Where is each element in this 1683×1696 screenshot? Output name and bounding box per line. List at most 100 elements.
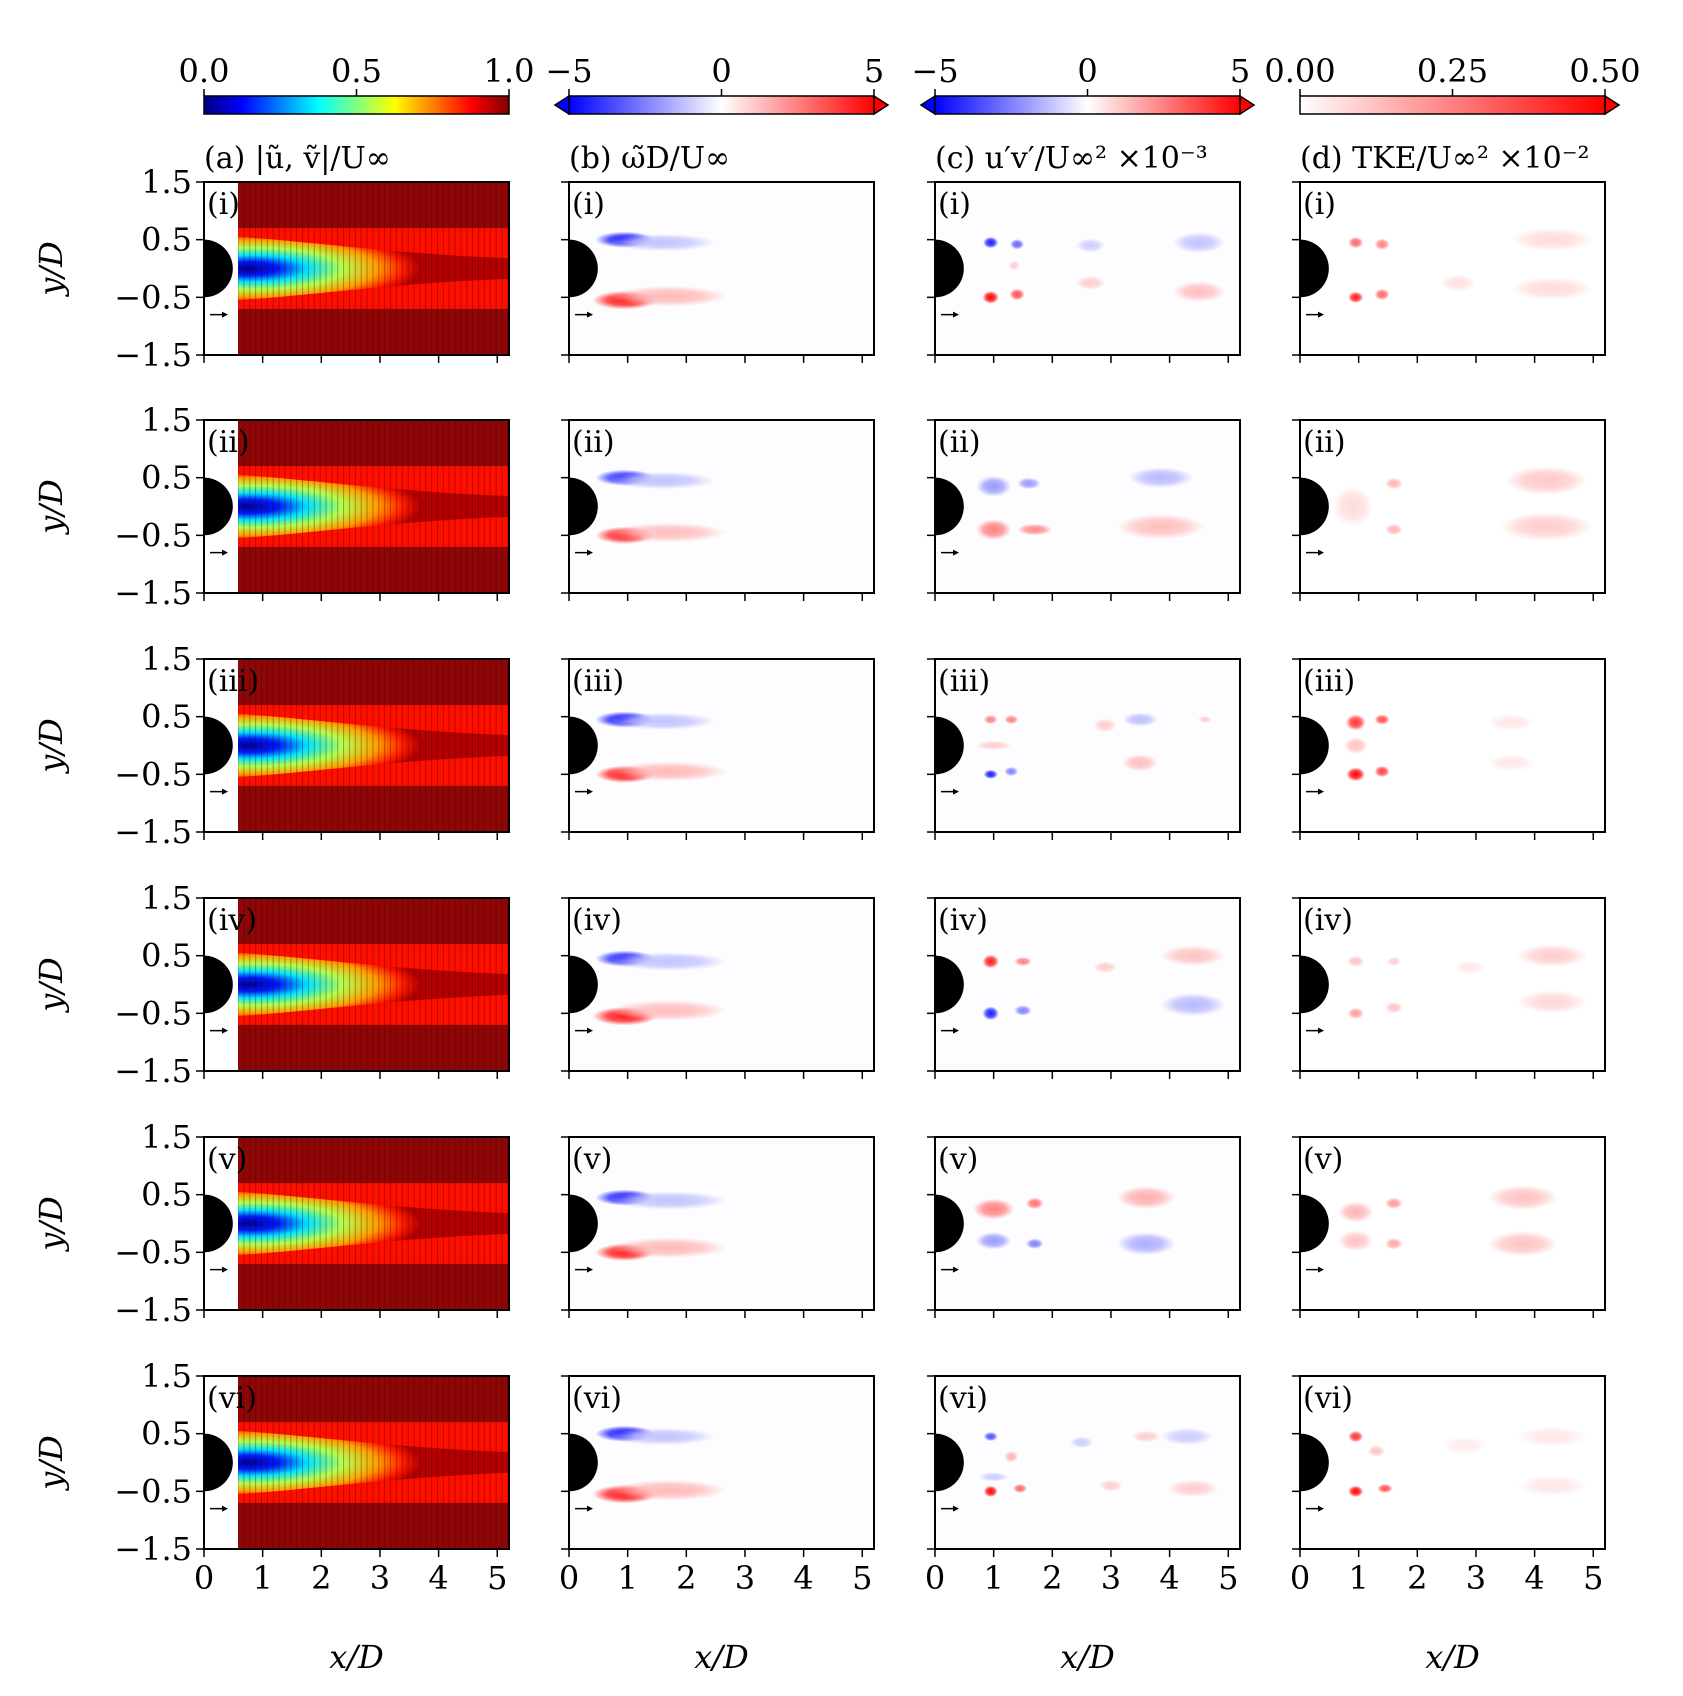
row-label: (iii) [938,664,990,699]
panel-a-3: (iii) 1.5 0.5 −0.5 −1.5 [114,640,510,851]
contour-blob [1348,1430,1364,1443]
contour-blob [1367,1445,1386,1457]
row-label: (v) [207,1142,247,1177]
wake-core [233,1191,509,1256]
row-label: (i) [938,187,971,222]
panel-frame [568,1136,875,1311]
panel-frame [934,1136,1241,1311]
panel-a-2: (ii) 1.5 0.5 −0.5 −1.5 [114,401,510,612]
contour-blob [1166,1479,1220,1498]
contour-blob [1197,716,1212,724]
x-tick-label: 5 [487,1559,507,1597]
contour-blob [1122,712,1158,727]
panel-background [569,420,874,593]
cylinder [569,1194,598,1253]
axis-labels: y/D y/D y/D y/D y/D y/D x/D x/D x/D x/D [32,241,1480,1676]
colorbar-c: −5 0 5 (c) u′v′/U∞² ×10⁻³ [911,52,1256,176]
contour-blob [1338,1230,1374,1252]
contour-blob [1385,477,1403,490]
contour-blob [610,1191,728,1210]
panel-frame [1299,419,1606,594]
contour-blob [610,1427,716,1446]
colorbar-tick-label: 0 [711,52,731,90]
y-axis-label: y/D [32,241,70,298]
contour-blob [1004,766,1019,777]
reference-arrow-head [953,549,959,556]
contour-blob [1505,466,1588,495]
panel-a-5: (v) 1.5 0.5 −0.5 −1.5 [114,1118,510,1329]
panel-frame [203,897,510,1072]
row-label: (ii) [207,425,250,460]
row-label: (iv) [207,903,257,938]
colorbars: 0.0 0.5 1.0 (a) |ũ, ṽ|/U∞ −5 0 5 (b) ω̃D/U∞ −5 0 5… [179,52,1641,176]
contour-blob [610,952,728,971]
contour-blob [1004,714,1019,725]
x-tick-label: 2 [1407,1559,1427,1597]
colorbar-tick-label: 0.50 [1569,52,1640,90]
x-tick-label: 2 [1042,1559,1062,1597]
reference-arrow-head [222,549,228,556]
cylinder [935,477,964,536]
row-label: (ii) [938,425,981,460]
panel-b-1: (i) [561,181,875,363]
row-label: (v) [1303,1142,1343,1177]
colorbar-bar [934,95,1241,115]
panel-background [1300,1376,1605,1549]
colorbar-tick-label: 5 [864,52,884,90]
panel-d-5: (v) [1292,1136,1606,1318]
wake-core [233,713,509,778]
x-tick-label: 3 [1466,1559,1486,1597]
contour-blob [1440,1436,1488,1454]
x-tick-label: 0 [1290,1559,1310,1597]
wake-core [233,1430,509,1495]
row-label: (i) [1303,187,1336,222]
panel-c-2: (ii) [927,419,1241,601]
contour-blob [982,954,999,969]
y-tick-label: −1.5 [114,1530,192,1568]
panel-frame [203,658,510,833]
y-tick-label: −0.5 [114,278,192,316]
panel-d-1: (i) [1292,181,1606,363]
cylinder [935,1194,964,1253]
contour-blob [1010,239,1025,250]
contour-blob [1374,288,1390,301]
contour-blob [1069,1436,1094,1449]
contour-blob [610,522,728,543]
x-axis-label: x/D [329,1638,383,1676]
row-label: (iv) [1303,903,1353,938]
contour-blob [610,1479,728,1501]
contour-blob [610,712,716,730]
contour-blob [610,233,716,252]
contour-blob [1009,288,1025,301]
panel-frame [1299,658,1606,833]
contour-blob [1017,523,1053,536]
panel-frame [934,419,1241,594]
panel-b-2: (ii) [561,419,875,601]
reference-arrow-head [587,549,593,556]
contour-blob [610,1000,728,1021]
row-label: (i) [207,187,240,222]
x-tick-label: 4 [1524,1559,1544,1597]
panel-frame [1299,897,1606,1072]
contour-blob [1517,944,1588,968]
colorbar-tick-label: −5 [911,52,958,90]
y-axis-label: y/D [32,718,70,775]
x-tick-label: 5 [1583,1559,1603,1597]
panel-frame [568,658,875,833]
cylinder [935,955,964,1014]
row-label: (vi) [207,1381,257,1416]
reference-arrow-head [1318,1027,1324,1034]
panel-c-4: (iv) [927,897,1241,1079]
x-axis-label: x/D [1060,1638,1114,1676]
reference-arrow-head [222,788,228,795]
y-tick-label: 0.5 [141,1415,192,1453]
x-tick-label: 1 [983,1559,1003,1597]
colorbar-a: 0.0 0.5 1.0 (a) |ũ, ṽ|/U∞ [179,52,535,176]
contour-blob [976,475,1012,497]
panel-a-6: (vi) 0 1 2 3 4 5 1.5 0.5 −0.5 −1.5 [114,1357,510,1597]
cylinder [1300,1433,1329,1492]
contour-blob [1099,1479,1123,1492]
panel-c-3: (iii) [927,658,1241,840]
contour-blob [1517,990,1588,1014]
contour-blob [1017,477,1041,490]
